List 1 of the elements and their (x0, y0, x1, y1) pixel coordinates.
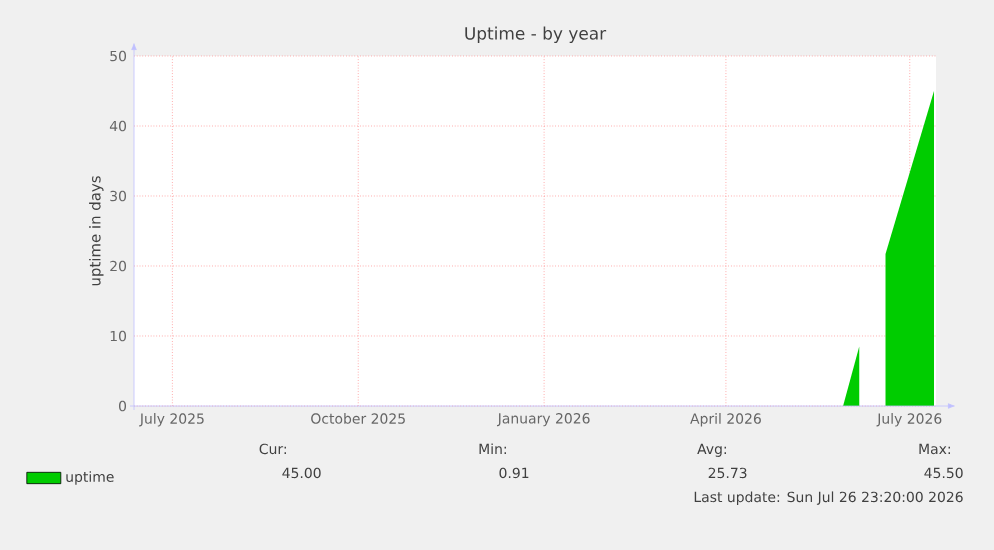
chart-title: Uptime - by year (465, 26, 607, 44)
